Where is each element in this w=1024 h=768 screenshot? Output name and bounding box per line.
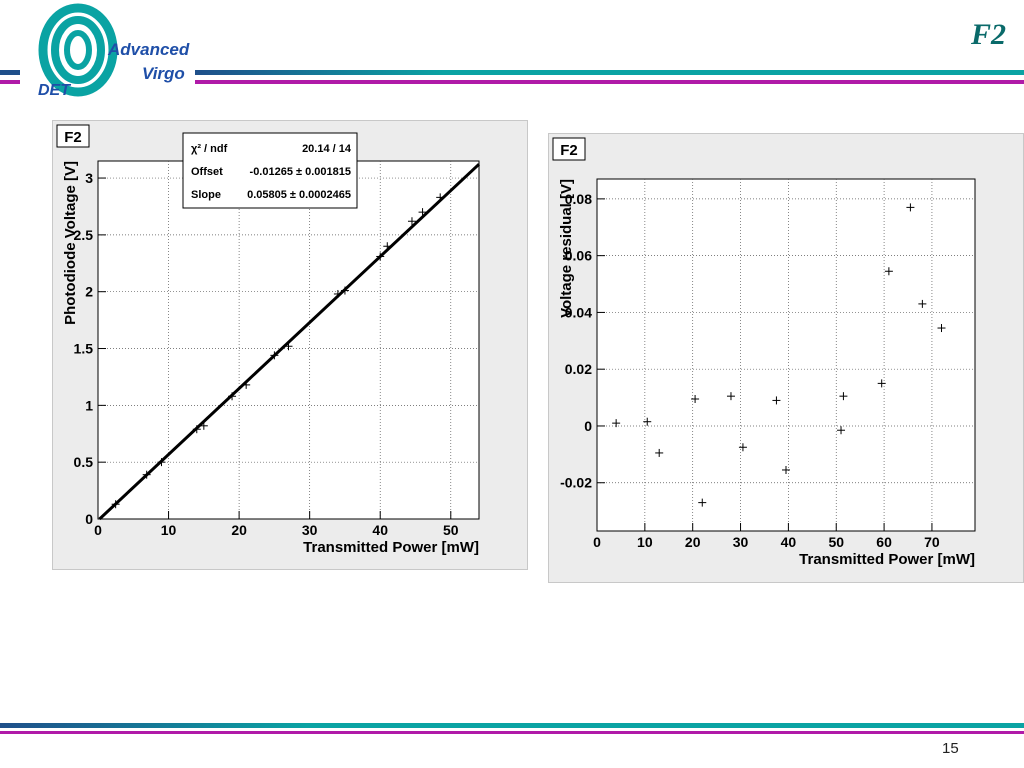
data-point: [877, 379, 886, 388]
data-point: [192, 425, 201, 434]
stats-label: χ² / ndf: [191, 143, 228, 155]
y-tick-label: 0: [584, 418, 592, 434]
logo-word-virgo: Virgo: [142, 64, 185, 83]
y-tick-label: 1: [85, 397, 93, 413]
x-tick-label: 20: [685, 534, 701, 550]
data-point: [906, 203, 915, 212]
x-axis-label: Transmitted Power [mW]: [303, 539, 479, 556]
y-tick-label: 0.5: [74, 454, 94, 470]
data-point: [199, 421, 208, 430]
footer-band-magenta: [0, 731, 1024, 734]
stats-label: Slope: [191, 189, 221, 201]
data-point: [270, 351, 279, 360]
x-tick-label: 50: [443, 522, 459, 538]
data-point: [333, 289, 342, 298]
panel-label: F2: [560, 142, 578, 159]
fit-chart: F2 0 10 20 30 40 50 0 0.5 1 1.5 2 2.5 3 Transmitted Po…: [56, 124, 481, 556]
panel-label-box: F2: [552, 137, 586, 161]
y-tick-label: 0.08: [565, 191, 592, 207]
header-band-teal: [195, 70, 1024, 75]
stats-value: 0.05805 ± 0.0002465: [247, 189, 351, 201]
data-point: [691, 395, 700, 403]
stats-box: χ² / ndf 20.14 / 14 Offset -0.01265 ± 0.001…: [182, 132, 358, 209]
header-band-magenta-left: [0, 80, 20, 84]
x-tick-label: 0: [593, 534, 601, 550]
x-tick-label: 40: [372, 522, 388, 538]
data-point: [655, 448, 664, 457]
y-tick-label: 2: [85, 284, 93, 300]
y-axis-label: Photodiode Voltage [V]: [62, 161, 79, 325]
stats-label: Offset: [191, 166, 223, 178]
data-point: [612, 419, 621, 428]
stats-value: 20.14 / 14: [302, 143, 352, 155]
data-point: [242, 380, 251, 389]
y-tick-label: 3: [85, 170, 93, 186]
stats-box-frame: [182, 132, 358, 209]
data-point: [418, 208, 427, 217]
header-band-navy: [0, 70, 20, 75]
logo-word-advanced: Advanced: [108, 40, 190, 59]
fit-chart-panel: F2 0 10 20 30 40 50 0 0.5 1 1.5 2 2.5 3 Transmitted Po…: [52, 120, 528, 570]
data-point: [383, 242, 392, 251]
x-tick-label: 30: [733, 534, 749, 550]
x-tick-label: 0: [94, 522, 102, 538]
x-tick-label: 20: [231, 522, 247, 538]
header-band-magenta: [195, 80, 1024, 84]
y-tick-label: 0.06: [565, 248, 592, 264]
x-axis-label: Transmitted Power [mW]: [799, 551, 975, 568]
residual-chart-panel: F2 0 10 20 30 40 50 60 70 -0.02 0 0.02 0.04 0.06 0.08 T…: [548, 133, 1024, 583]
data-point: [111, 500, 120, 509]
x-tick-label: 50: [828, 534, 844, 550]
data-point: [918, 299, 927, 308]
footer-band-teal: [0, 723, 1024, 728]
stats-value: -0.01265 ± 0.001815: [250, 166, 351, 178]
x-tick-label: 10: [161, 522, 177, 538]
panel-label: F2: [64, 129, 82, 146]
data-point: [839, 392, 848, 401]
data-point: [284, 342, 293, 351]
panel-label-frame: [56, 124, 90, 148]
data-point: [738, 443, 747, 452]
y-tick-label: 0.04: [565, 304, 592, 320]
data-point: [228, 392, 237, 401]
data-point: [726, 392, 735, 401]
panel-label-box: F2: [56, 124, 90, 148]
data-point: [376, 252, 385, 261]
data-point: [643, 417, 652, 426]
data-point: [837, 426, 846, 435]
panel-label-frame: [552, 137, 586, 161]
data-point: [884, 267, 893, 276]
x-tick-label: 40: [781, 534, 797, 550]
logo-word-det: DET: [38, 82, 70, 99]
data-point: [698, 498, 707, 507]
y-tick-label: 2.5: [74, 227, 94, 243]
y-axis-label: Voltage residual [V]: [558, 179, 575, 318]
data-point: [436, 193, 445, 202]
logo-swirl-icon: [38, 3, 118, 97]
data-point: [142, 470, 151, 479]
y-tick-label: -0.02: [560, 475, 592, 491]
data-point: [937, 324, 946, 333]
y-tick-label: 0: [85, 511, 93, 527]
x-tick-label: 30: [302, 522, 318, 538]
x-tick-label: 70: [924, 534, 940, 550]
residual-chart: F2 0 10 20 30 40 50 60 70 -0.02 0 0.02 0.04 0.06 0.08 T…: [552, 137, 976, 568]
plot-frame: [596, 178, 976, 532]
data-point: [772, 396, 781, 405]
data-point: [782, 465, 790, 474]
x-tick-label: 10: [637, 534, 653, 550]
x-tick-label: 60: [876, 534, 892, 550]
data-point: [340, 286, 349, 295]
advanced-virgo-logo: Advanced Virgo DET: [20, 2, 195, 102]
data-point: [157, 458, 166, 467]
fit-line: [98, 163, 481, 521]
slide-title: F2: [970, 18, 1006, 51]
page-number: 15: [942, 740, 959, 757]
y-tick-label: 0.02: [565, 361, 592, 377]
data-point: [407, 217, 416, 226]
y-tick-label: 1.5: [74, 341, 94, 357]
